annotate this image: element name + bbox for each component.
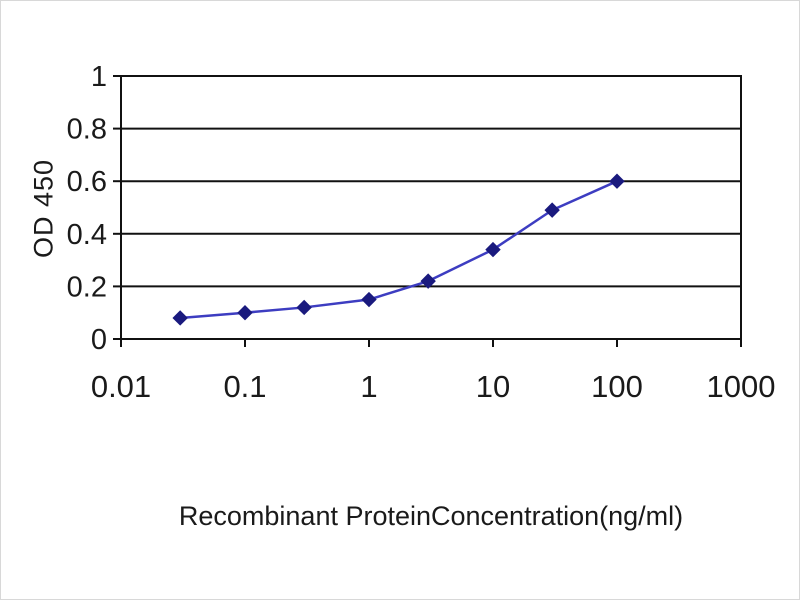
x-tick-label: 1000: [707, 369, 776, 404]
y-tick-label: 0.8: [67, 114, 107, 146]
y-tick-label: 0.2: [67, 271, 107, 303]
data-point-marker: [237, 304, 253, 321]
series-line: [180, 180, 618, 320]
data-point-marker: [544, 202, 560, 218]
plot-border: [120, 75, 742, 340]
data-point-marker: [609, 173, 625, 189]
y-tick-label: 0.6: [67, 166, 107, 198]
y-axis-label: OD 450: [28, 158, 59, 259]
data-point-marker: [420, 273, 436, 289]
y-tick-label: 0: [91, 324, 107, 356]
x-tick-label: 1: [360, 369, 377, 404]
x-axis-label: Recombinant ProteinConcentration(ng/ml): [178, 501, 684, 531]
y-tick-label: 1: [91, 61, 107, 93]
data-point-marker: [172, 310, 188, 326]
x-tick-label: 100: [591, 369, 643, 404]
x-tick-label: 0.1: [223, 369, 266, 404]
x-tick-label: 10: [476, 369, 510, 404]
data-point-marker: [361, 291, 377, 308]
data-point-marker: [485, 241, 501, 258]
data-point-marker: [296, 299, 312, 316]
x-tick-label: 0.01: [91, 369, 151, 404]
y-tick-label: 0.4: [67, 219, 107, 251]
